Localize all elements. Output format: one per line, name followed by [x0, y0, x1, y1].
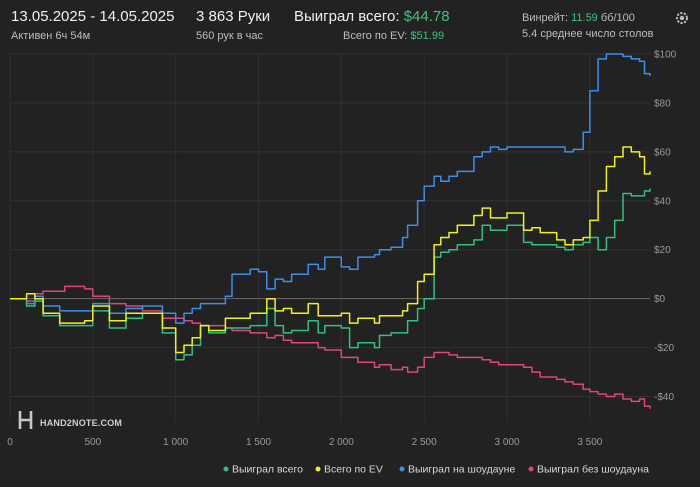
legend-marker	[223, 466, 229, 472]
series-line-2	[10, 53, 651, 324]
hands-count: 3 863 Руки	[196, 8, 271, 25]
won-total-value: $44.78	[403, 8, 450, 25]
y-tick-label: $80	[654, 98, 671, 109]
y-tick-label: $20	[654, 245, 671, 256]
ev-total-label: Всего по EV:	[343, 30, 408, 42]
won-total: Выиграл всего: $44.78	[294, 8, 450, 25]
y-tick-label: $40	[654, 196, 671, 207]
legend-marker	[399, 466, 405, 472]
x-tick-label: 500	[84, 437, 101, 448]
legend-marker	[528, 466, 534, 472]
chart-grid	[9, 53, 650, 421]
y-tick-label: $100	[654, 50, 677, 61]
hand2note-logo: HAND2NOTE.COM	[18, 411, 122, 429]
settings-icon[interactable]	[674, 10, 690, 26]
chart-legend: Выиграл всего Всего по EV Выиграл на шоуда…	[223, 464, 649, 476]
series-line-0	[10, 188, 651, 361]
series-line-1	[10, 146, 651, 354]
x-tick-label: 0	[7, 437, 13, 448]
line-chart: HAND2NOTE.COM 0 500 1 000 1 500 2 000 2 500 3 …	[7, 50, 677, 476]
legend-label: Выиграл на шоудауне	[408, 464, 515, 476]
winrate-label: Винрейт:	[522, 12, 569, 24]
legend-label: Выиграл всего	[232, 464, 303, 476]
winrate-unit: бб/100	[600, 12, 635, 24]
svg-text:HAND2NOTE.COM: HAND2NOTE.COM	[40, 418, 122, 428]
won-total-label: Выиграл всего:	[294, 8, 400, 25]
x-tick-label: 3 000	[495, 437, 520, 448]
ev-total: Всего по EV: $51.99	[343, 30, 444, 42]
avg-tables: 5.4 среднее число столов	[522, 28, 654, 40]
winrate: Винрейт: 11.59 бб/100	[522, 12, 635, 24]
x-tick-label: 2 500	[412, 437, 437, 448]
x-tick-label: 1 000	[163, 437, 188, 448]
hands-per-hour: 560 рук в час	[196, 30, 264, 42]
x-tick-label: 2 000	[329, 437, 354, 448]
y-tick-label: -$40	[654, 392, 674, 403]
y-tick-label: $0	[654, 294, 666, 305]
x-tick-label: 3 500	[577, 437, 602, 448]
winrate-value: 11.59	[571, 12, 598, 24]
legend-label: Выиграл без шоудауна	[537, 464, 649, 476]
active-time: Активен 6ч 54м	[11, 30, 91, 42]
y-tick-label: -$20	[654, 343, 674, 354]
date-range: 13.05.2025 - 14.05.2025	[11, 8, 175, 25]
series-line-3	[10, 285, 651, 409]
legend-label: Всего по EV	[324, 464, 383, 476]
x-tick-label: 1 500	[246, 437, 271, 448]
y-tick-label: $60	[654, 147, 671, 158]
legend-marker	[315, 466, 321, 472]
ev-total-value: $51.99	[410, 30, 445, 42]
